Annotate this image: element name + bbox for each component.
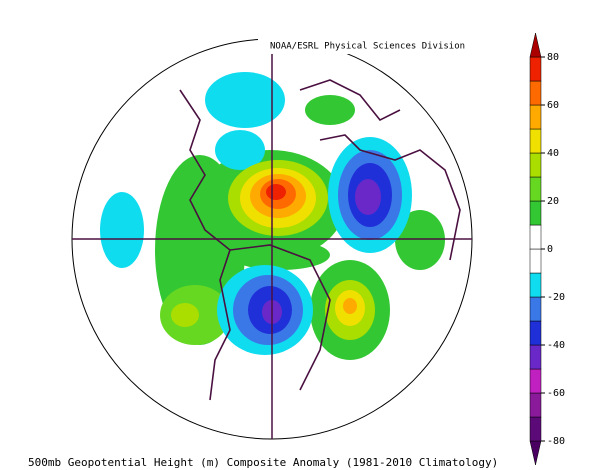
colorbar-band [529,416,542,442]
colorbar-tick-label: -20 [547,292,565,303]
colorbar-end [529,440,542,466]
colorbar-tick-label: -60 [547,388,565,399]
colorbar-band [529,248,542,274]
title: NOAA/ESRL Physical Sciences Division [270,42,465,52]
caption: 500mb Geopotential Height (m) Composite … [28,456,498,469]
colorbar-band [529,200,542,226]
colorbar-band [529,296,542,322]
colorbar-band [529,344,542,370]
colorbar-tick-label: -80 [547,436,565,447]
colorbar-band [529,152,542,178]
colorbar-band [529,224,542,250]
colorbar-tick-label: 80 [547,52,559,63]
colorbar-band [529,392,542,418]
colorbar-tick-label: 0 [547,244,553,255]
colorbar-tick-label: 40 [547,148,559,159]
colorbar-band [529,176,542,202]
colorbar-band [529,128,542,154]
colorbar-band [529,104,542,130]
colorbar-band [529,368,542,394]
colorbar-end [529,32,542,58]
colorbar-band [529,320,542,346]
colorbar-band [529,272,542,298]
colorbar-band [529,56,542,82]
title-box [258,38,473,54]
colorbar-tick-label: 60 [547,100,559,111]
colorbar-tick-label: -40 [547,340,565,351]
colorbar-tick-label: 20 [547,196,559,207]
colorbar-band [529,80,542,106]
